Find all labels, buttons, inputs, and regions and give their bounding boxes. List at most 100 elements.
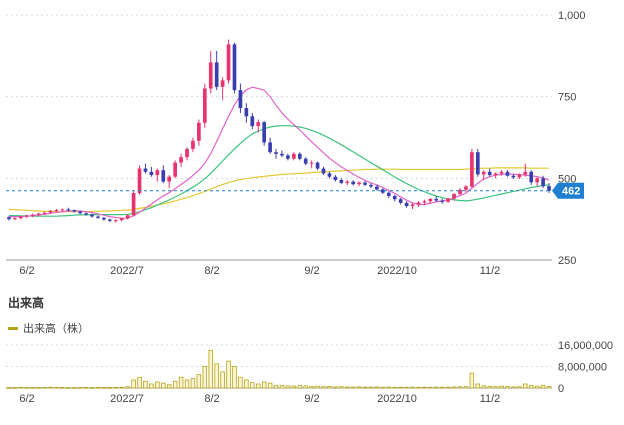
candle (119, 217, 124, 222)
candle-body (48, 211, 53, 213)
candle-body (493, 173, 498, 176)
candle-body (191, 140, 195, 149)
candle (404, 201, 409, 208)
volume-bar (131, 379, 136, 389)
candle (309, 160, 314, 169)
candle-body (327, 173, 332, 177)
candle-body (499, 171, 504, 174)
candle-body (78, 211, 83, 214)
candle (48, 210, 53, 214)
candle-body (208, 62, 213, 89)
volume-bar (523, 383, 528, 389)
candle-body (238, 90, 243, 109)
volume-bar (493, 386, 498, 389)
price-x-tick-label: 2022/10 (377, 265, 417, 277)
candle (143, 163, 148, 174)
volume-bar (528, 384, 534, 389)
candle-body (404, 202, 409, 207)
volume-bar (362, 386, 368, 389)
candle-body (13, 218, 17, 220)
volume-bar (214, 363, 219, 389)
candle (363, 180, 367, 187)
candle-body (315, 162, 320, 169)
candle (36, 212, 41, 217)
candle (161, 165, 166, 184)
candle (511, 174, 516, 179)
candle-body (232, 44, 237, 91)
price-x-tick-label: 6/2 (19, 265, 34, 277)
candle (398, 197, 403, 205)
last-price-marker: 462 (6, 182, 584, 199)
volume-bar (238, 376, 243, 389)
candle (220, 77, 225, 100)
volume-bar (356, 386, 362, 389)
candle-body (250, 116, 255, 127)
volume-bar (297, 385, 303, 389)
candle-body (446, 198, 450, 202)
candles (7, 39, 551, 223)
candle (274, 148, 278, 159)
candle-body (511, 175, 516, 178)
candle-body (386, 192, 391, 196)
price-x-tick-label: 8/2 (204, 265, 219, 277)
price-grid: 1,000 750 500 250 (6, 10, 586, 267)
volume-bar (410, 386, 415, 389)
candle-body (286, 155, 290, 159)
price-x-tick-label: 9/2 (304, 265, 319, 277)
candle-body (434, 198, 439, 201)
candle (42, 211, 47, 215)
candle (297, 152, 302, 161)
candle-body (470, 152, 474, 187)
candle (226, 39, 231, 84)
volume-legend[interactable]: 出来高（株） (8, 320, 89, 336)
candle (179, 153, 183, 167)
volume-bar (6, 387, 12, 389)
candle-body (529, 171, 534, 183)
candle-body (297, 153, 302, 159)
volume-bar (18, 386, 24, 389)
candle-body (357, 182, 361, 185)
candle (84, 212, 88, 216)
volume-bar (66, 387, 71, 389)
volume-bar (428, 386, 433, 389)
volume-bar (505, 385, 510, 389)
candle-body (369, 184, 373, 187)
volume-x-tick-label: 2022/7 (110, 393, 144, 405)
candle-body (363, 182, 367, 185)
volume-bar (107, 387, 113, 389)
candle (202, 83, 207, 128)
candle-body (30, 214, 35, 216)
volume-y-tick-label: 16,000,000 (558, 340, 613, 352)
candle-body (309, 162, 314, 164)
candle (446, 197, 450, 203)
candle-body (149, 171, 154, 176)
candle (357, 181, 361, 187)
candle-body (351, 181, 356, 185)
candle (392, 194, 397, 202)
candle (30, 213, 35, 218)
volume-bar (457, 386, 463, 389)
candle-body (416, 202, 421, 205)
candle-body (179, 157, 183, 163)
candle-body (345, 181, 350, 183)
candle-body (321, 168, 326, 174)
candle (345, 179, 350, 186)
volume-bar (36, 387, 41, 389)
candle-body (36, 213, 41, 215)
candle-body (428, 198, 433, 202)
candle-body (523, 171, 528, 175)
candle-body (375, 186, 379, 190)
candle (470, 148, 474, 189)
volume-bar (534, 385, 540, 389)
candle (113, 219, 118, 223)
volume-x-tick-label: 6/2 (19, 393, 34, 405)
volume-bar (291, 385, 297, 389)
candle-body (268, 142, 272, 153)
candle-body (42, 212, 47, 214)
volume-bar (422, 386, 427, 389)
volume-bar (101, 387, 107, 389)
candle (167, 175, 172, 189)
candle (369, 183, 373, 189)
volume-bar (232, 366, 237, 389)
